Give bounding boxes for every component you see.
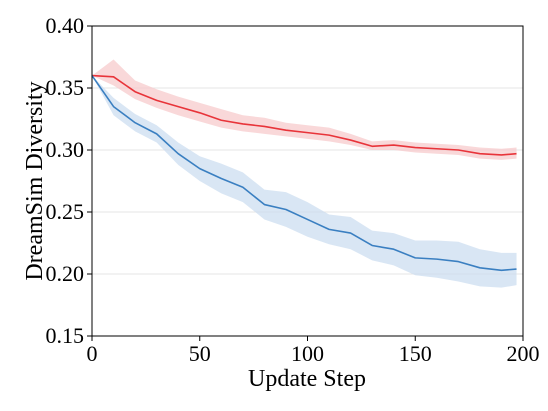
y-axis-title: DreamSim Diversity: [22, 81, 48, 280]
y-tick-label: 0.30: [46, 137, 85, 162]
plot-frame: [91, 25, 524, 337]
y-tick-label: 0.40: [46, 13, 85, 38]
series-line-1: [91, 74, 517, 156]
series-lines: [91, 74, 517, 272]
confidence-band-1: [92, 59, 517, 160]
y-axis-ticks: 0.15 0.20 0.25 0.30 0.35 0.40: [46, 13, 92, 348]
x-tick-label: 0: [87, 341, 98, 366]
y-tick-label: 0.35: [46, 75, 85, 100]
y-tick-label: 0.20: [46, 261, 85, 286]
y-tick-label: 0.15: [46, 323, 85, 348]
confidence-bands: [92, 59, 517, 288]
x-tick-label: 50: [189, 341, 211, 366]
gridlines: [92, 25, 523, 337]
x-tick-label: 100: [291, 341, 324, 366]
x-axis-title: Update Step: [248, 366, 366, 392]
x-tick-label: 200: [507, 341, 540, 366]
x-axis-ticks: 0 50 100 150 200: [87, 336, 540, 366]
y-tick-label: 0.25: [46, 199, 85, 224]
series-line-2: [91, 75, 517, 272]
x-tick-label: 150: [399, 341, 432, 366]
